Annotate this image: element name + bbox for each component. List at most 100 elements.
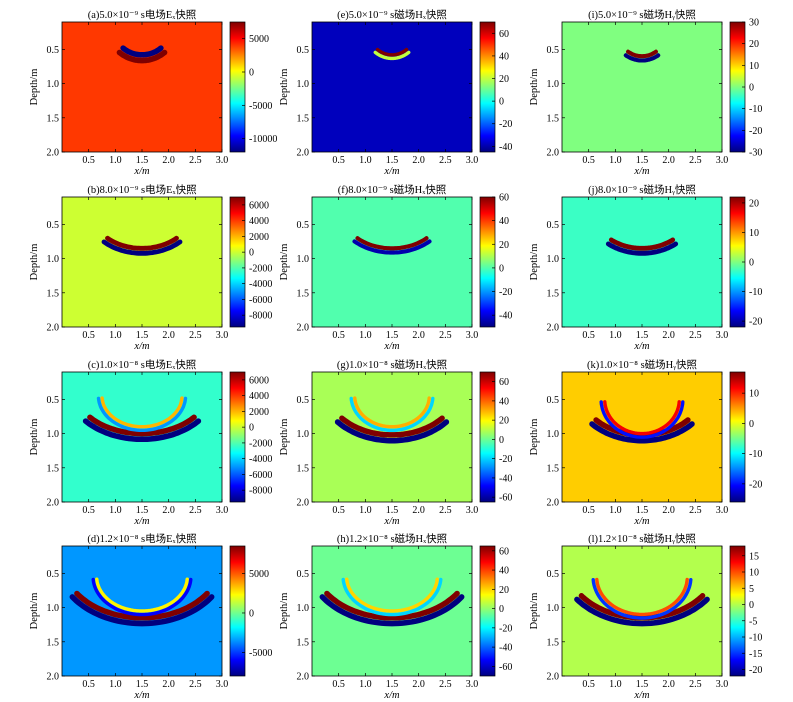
x-tick-label-g-4: 2.5 — [439, 505, 452, 516]
wavefront-h-1-0 — [345, 577, 439, 613]
wavefront-a-0-0 — [120, 45, 164, 58]
wavefront-k-0-1 — [589, 421, 695, 444]
wavefront-group-b — [101, 235, 183, 256]
x-tick-label-k-5: 3.0 — [716, 505, 729, 516]
colorbar-tick-label-g-0: 60 — [499, 377, 509, 388]
panel-title-f: (f)8.0×10⁻⁹ s磁场Hₓ快照 — [338, 183, 447, 196]
x-tick-label-e-4: 2.5 — [439, 155, 452, 166]
colorbar-tick-label-c-4: -2000 — [249, 438, 272, 449]
colorbar-tick-label-l-7: -20 — [749, 665, 762, 676]
wavefront-d-1-0 — [95, 577, 189, 613]
heatmap-background-l — [562, 546, 722, 676]
x-tick-label-j-4: 2.5 — [689, 330, 702, 341]
panel-c: (c)1.0×10⁻⁸ s电场Eₓ快照 0.5 1.0 1.5 2.0 2.5 3.0 x/m… — [29, 358, 272, 527]
colorbar-tick-label-b-5: -4000 — [249, 279, 272, 290]
x-tick-label-i-3: 2.0 — [662, 155, 675, 166]
y-tick-label-k-1: 1.0 — [547, 429, 560, 440]
wavefront-f-0-1 — [352, 239, 432, 255]
x-tick-label-a-4: 2.5 — [189, 155, 202, 166]
panel-title-j: (j)8.0×10⁻⁹ s磁场Hᵧ快照 — [588, 183, 696, 196]
wavefront-l-1-0 — [595, 577, 689, 617]
y-tick-label-c-0: 0.5 — [47, 395, 60, 406]
y-tick-label-e-2: 1.5 — [297, 113, 310, 124]
panel-title-k: (k)1.0×10⁻⁸ s磁场Hᵧ快照 — [587, 358, 698, 371]
x-tick-label-f-3: 2.0 — [412, 330, 425, 341]
x-tick-label-d-4: 2.5 — [189, 679, 202, 690]
colorbar-tick-label-l-2: 5 — [749, 584, 754, 595]
x-tick-label-g-2: 1.5 — [386, 505, 399, 516]
heatmap-background-i — [562, 22, 722, 152]
colorbar-tick-label-a-3: -10000 — [249, 134, 277, 145]
x-axis-label-h: x/m — [383, 690, 400, 701]
wavefront-j-0-1 — [605, 241, 679, 256]
x-tick-label-l-5: 3.0 — [716, 679, 729, 690]
y-tick-label-f-3: 2.0 — [297, 323, 310, 334]
x-tick-label-b-3: 2.0 — [162, 330, 175, 341]
x-tick-label-j-5: 3.0 — [716, 330, 729, 341]
colorbar-tick-label-g-3: 0 — [499, 435, 504, 446]
x-tick-label-f-2: 1.5 — [386, 330, 399, 341]
colorbar-tick-label-g-6: -60 — [499, 493, 512, 504]
x-axis-label-i: x/m — [633, 166, 650, 177]
panel-d: (d)1.2×10⁻⁸ s电场Eₓ快照 0.5 1.0 1.5 2.0 2.5 3.0 x/m… — [29, 532, 272, 701]
y-tick-label-h-2: 1.5 — [297, 637, 310, 648]
colorbar-tick-label-e-2: 20 — [499, 74, 509, 85]
wavefront-k-1-1 — [599, 400, 685, 439]
colorbar-tick-label-c-3: 0 — [249, 423, 254, 434]
colorbar-tick-label-l-1: 10 — [749, 568, 759, 579]
panel-title-g: (g)1.0×10⁻⁸ s磁场Hₓ快照 — [337, 358, 448, 371]
y-tick-label-g-0: 0.5 — [297, 395, 310, 406]
wavefront-h-0-0 — [324, 590, 460, 621]
colorbar-tick-label-h-2: 20 — [499, 585, 509, 596]
heatmap-background-f — [312, 197, 472, 327]
colorbar-tick-label-b-1: 4000 — [249, 216, 269, 227]
wavefront-group-j — [605, 237, 679, 256]
y-tick-label-l-3: 2.0 — [547, 672, 560, 683]
y-tick-label-i-0: 0.5 — [547, 45, 560, 56]
x-tick-label-c-2: 1.5 — [136, 505, 149, 516]
colorbar-g — [479, 371, 496, 503]
colorbar-tick-label-b-7: -8000 — [249, 311, 272, 322]
y-tick-label-i-1: 1.0 — [547, 79, 560, 90]
x-tick-label-d-2: 1.5 — [136, 679, 149, 690]
x-tick-label-e-3: 2.0 — [412, 155, 425, 166]
colorbar-tick-label-j-4: -20 — [749, 317, 762, 328]
x-tick-label-k-4: 2.5 — [689, 505, 702, 516]
colorbar-f — [479, 196, 496, 328]
panel-g: (g)1.0×10⁻⁸ s磁场Hₓ快照 0.5 1.0 1.5 2.0 2.5 3.0 x/m… — [279, 358, 512, 527]
colorbar-tick-label-h-3: 0 — [499, 604, 504, 615]
x-tick-label-b-1: 1.0 — [109, 330, 122, 341]
y-axis-label-a: Depth/m — [29, 69, 40, 106]
y-tick-label-h-3: 2.0 — [297, 672, 310, 683]
y-tick-label-g-3: 2.0 — [297, 498, 310, 509]
y-axis-label-g: Depth/m — [279, 419, 290, 456]
panel-f: (f)8.0×10⁻⁹ s磁场Hₓ快照 0.5 1.0 1.5 2.0 2.5 3.0 x/m… — [279, 183, 512, 352]
x-tick-label-i-0: 0.5 — [582, 155, 595, 166]
y-tick-label-d-1: 1.0 — [47, 603, 60, 614]
x-tick-label-a-1: 1.0 — [109, 155, 122, 166]
colorbar-a — [229, 21, 246, 153]
colorbar-tick-label-g-2: 20 — [499, 416, 509, 427]
panel-h: (h)1.2×10⁻⁸ s磁场Hₓ快照 0.5 1.0 1.5 2.0 2.5 3.0 x/m… — [279, 532, 512, 701]
y-tick-label-j-0: 0.5 — [547, 220, 560, 231]
wavefront-b-0-1 — [101, 239, 183, 256]
panel-i: (i)5.0×10⁻⁹ s磁场Hᵧ快照 0.5 1.0 1.5 2.0 2.5 3.0 x/m… — [529, 8, 762, 177]
wavefront-group-d — [69, 577, 215, 627]
colorbar-tick-label-a-0: 5000 — [249, 34, 269, 45]
x-axis-label-f: x/m — [383, 341, 400, 352]
colorbar-tick-label-d-2: -5000 — [249, 648, 272, 659]
y-tick-label-e-0: 0.5 — [297, 45, 310, 56]
y-axis-label-f: Depth/m — [279, 244, 290, 281]
y-axis-label-h: Depth/m — [279, 593, 290, 630]
y-tick-label-h-1: 1.0 — [297, 603, 310, 614]
colorbar-tick-label-g-4: -20 — [499, 454, 512, 465]
wavefront-e-0-0 — [375, 47, 409, 57]
x-tick-label-b-0: 0.5 — [82, 330, 95, 341]
colorbar-k — [729, 371, 746, 503]
y-axis-label-j: Depth/m — [529, 244, 540, 281]
colorbar-tick-label-g-1: 40 — [499, 396, 509, 407]
wavefront-group-c — [82, 396, 202, 443]
colorbar-tick-label-e-5: -40 — [499, 142, 512, 153]
x-tick-label-b-2: 1.5 — [136, 330, 149, 341]
x-tick-label-h-5: 3.0 — [466, 679, 479, 690]
